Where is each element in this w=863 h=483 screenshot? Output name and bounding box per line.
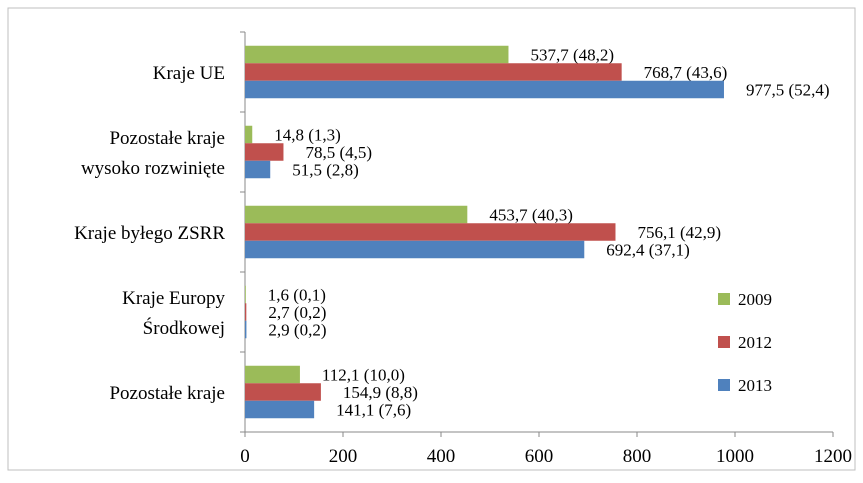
data-label: 537,7 (48,2) bbox=[530, 45, 614, 64]
legend-swatch-2009 bbox=[718, 293, 730, 305]
category-label: Środkowej bbox=[143, 317, 225, 339]
bar-2013 bbox=[245, 240, 585, 259]
data-label: 768,7 (43,6) bbox=[644, 63, 728, 82]
data-label: 2,9 (0,2) bbox=[268, 320, 326, 339]
legend-label: 2013 bbox=[738, 376, 772, 395]
category-label: Pozostałe kraje bbox=[109, 383, 225, 404]
legend-label: 2009 bbox=[738, 290, 772, 309]
bar-2009 bbox=[245, 125, 253, 144]
data-label: 14,8 (1,3) bbox=[274, 125, 341, 144]
x-tick-label: 600 bbox=[525, 446, 554, 467]
data-label: 51,5 (2,8) bbox=[292, 160, 359, 179]
data-label: 453,7 (40,3) bbox=[489, 205, 573, 224]
bar-2009 bbox=[245, 205, 468, 224]
data-label: 141,1 (7,6) bbox=[336, 400, 411, 419]
x-tick-label: 1200 bbox=[814, 446, 852, 467]
category-label: Kraje byłego ZSRR bbox=[74, 223, 225, 244]
data-label: 692,4 (37,1) bbox=[606, 240, 690, 259]
x-tick-label: 800 bbox=[623, 446, 652, 467]
legend-swatch-2012 bbox=[718, 336, 730, 348]
bar-2009 bbox=[245, 45, 509, 64]
bar-2013 bbox=[245, 160, 271, 179]
category-label: Kraje Europy bbox=[122, 288, 225, 309]
x-tick-label: 200 bbox=[329, 446, 358, 467]
plot-area: 0 200 400 600 800 1000 1200 Kraje UE Pozostałe k… bbox=[74, 31, 852, 467]
data-label: 2,7 (0,2) bbox=[268, 303, 326, 322]
category-label: Pozostałe kraje bbox=[109, 128, 225, 149]
data-label: 756,1 (42,9) bbox=[637, 223, 721, 242]
bar-2013 bbox=[245, 400, 315, 419]
bar-2012 bbox=[245, 223, 616, 241]
bar-2012 bbox=[245, 303, 247, 321]
bar-2012 bbox=[245, 63, 622, 81]
bar-2013 bbox=[245, 320, 247, 339]
data-label: 154,9 (8,8) bbox=[343, 383, 418, 402]
bar-2012 bbox=[245, 143, 284, 161]
legend: 2009 2012 2013 bbox=[718, 290, 772, 395]
x-tick-label: 1000 bbox=[716, 446, 754, 467]
bar-2012 bbox=[245, 383, 321, 401]
data-label: 78,5 (4,5) bbox=[305, 143, 372, 162]
category-label: wysoko rozwinięte bbox=[81, 158, 225, 179]
data-label: 1,6 (0,1) bbox=[268, 285, 326, 304]
category-label: Kraje UE bbox=[153, 63, 225, 84]
bar-2009 bbox=[245, 285, 246, 304]
legend-swatch-2013 bbox=[718, 379, 730, 391]
bar-2013 bbox=[245, 80, 724, 99]
data-label: 977,5 (52,4) bbox=[746, 80, 830, 99]
data-label: 112,1 (10,0) bbox=[322, 365, 405, 384]
x-tick-label: 400 bbox=[427, 446, 456, 467]
legend-label: 2012 bbox=[738, 333, 772, 352]
x-tick-label: 0 bbox=[240, 446, 250, 467]
bar-2009 bbox=[245, 365, 300, 384]
